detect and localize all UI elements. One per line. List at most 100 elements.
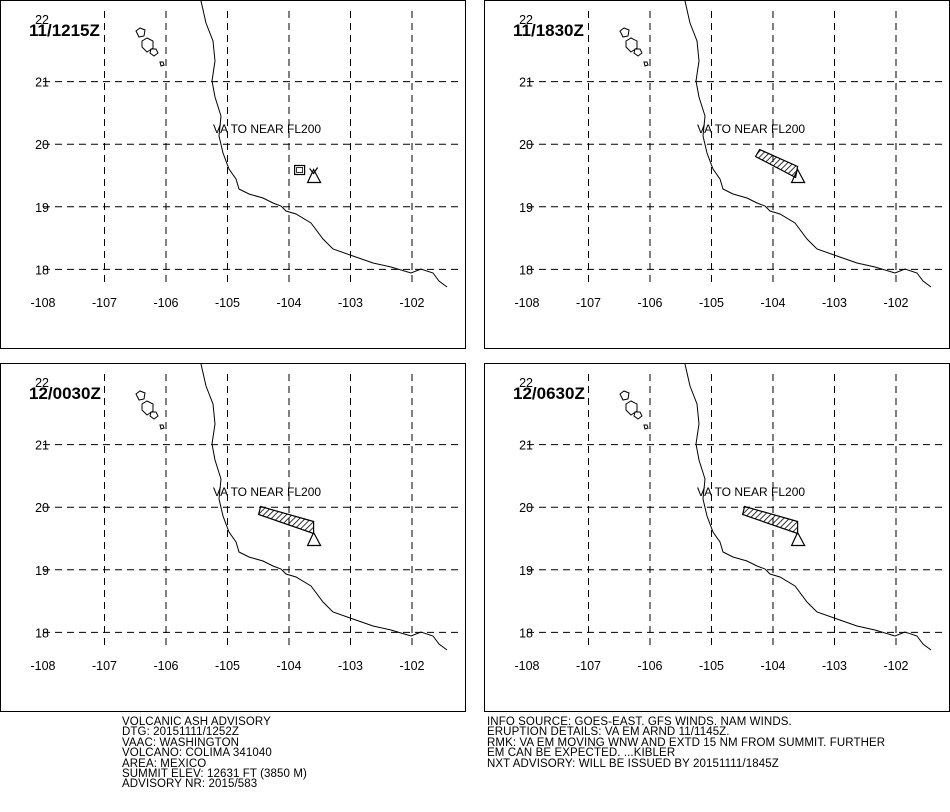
- island-outline: [619, 27, 630, 38]
- island-outline: [135, 27, 146, 38]
- lat-tick-label: 22: [35, 13, 49, 27]
- advisory-left: VOLCANIC ASH ADVISORY DTG: 20151111/1252…: [122, 716, 307, 791]
- map-svg-4: -108 -107 -106 -105 -104 -103 -102 22 21 20 19 18 1…: [513, 364, 945, 673]
- lon-tick-label: -102: [883, 659, 908, 673]
- lat-tick-label: 21: [35, 76, 49, 90]
- island-outline: [619, 390, 630, 401]
- volcano-symbol: [306, 168, 322, 184]
- ash-label: VA TO NEAR FL200: [697, 122, 805, 136]
- lon-tick-label: -108: [30, 659, 55, 673]
- lon-tick-label: -107: [576, 296, 601, 310]
- ash-box-inner: [296, 167, 304, 173]
- advisory-line: ERUPTION DETAILS: VA EM ARND 11/1145Z.: [487, 726, 730, 739]
- lon-tick-label: -104: [276, 296, 301, 310]
- panel-time: 12/0030Z: [29, 384, 101, 403]
- map-panel-1: -108 -107 -106 -105 -104 -103 -102 22 21 20 19 18 1…: [0, 0, 466, 349]
- lat-tick-label: 21: [35, 439, 49, 453]
- lon-tick-label: -106: [153, 296, 178, 310]
- panel-time: 11/1830Z: [513, 21, 584, 40]
- lat-tick-label: 22: [35, 376, 49, 390]
- island-outline: [625, 400, 638, 416]
- lon-tick-label: -106: [637, 659, 662, 673]
- lat-tick-label: 19: [519, 201, 533, 215]
- lat-tick-label: 20: [519, 501, 533, 515]
- lon-tick-label: -108: [514, 296, 539, 310]
- advisory-line: ADVISORY NR: 2015/583: [122, 778, 258, 791]
- lon-tick-label: -108: [30, 296, 55, 310]
- lon-tick-label: -104: [760, 296, 785, 310]
- ash-cloud: [741, 505, 806, 547]
- lat-tick-label: 22: [519, 13, 533, 27]
- lon-tick-label: -102: [883, 296, 908, 310]
- lon-tick-label: -102: [399, 659, 424, 673]
- coastline-path: [200, 1, 448, 288]
- lat-tick-label: 18: [519, 263, 533, 277]
- island-outline: [149, 48, 159, 57]
- lon-tick-label: -107: [92, 659, 117, 673]
- advisory-line: EM CAN BE EXPECTED. ...KIBLER: [487, 747, 676, 760]
- advisory-line: VOLCANIC ASH ADVISORY: [122, 716, 271, 728]
- ash-polygon: [257, 505, 315, 535]
- island-outline: [643, 61, 649, 67]
- lat-tick-label: 18: [519, 626, 533, 640]
- island-outline: [141, 37, 154, 53]
- ash-cloud: [754, 148, 806, 184]
- panel-time: 12/0630Z: [513, 384, 585, 403]
- lon-tick-label: -103: [822, 659, 847, 673]
- lat-tick-label: 19: [519, 564, 533, 578]
- lon-tick-label: -108: [514, 659, 539, 673]
- lon-tick-label: -107: [92, 296, 117, 310]
- lon-tick-label: -102: [399, 296, 424, 310]
- lon-tick-label: -104: [276, 659, 301, 673]
- grid-lines: [43, 11, 461, 287]
- coastline: [619, 364, 932, 651]
- advisory-line: DTG: 20151111/1252Z: [122, 726, 239, 739]
- coastline-path: [684, 1, 932, 288]
- island-outline: [135, 390, 146, 401]
- tick-labels: -108 -107 -106 -105 -104 -103 -102 22 21 20 19 18: [514, 376, 908, 673]
- island-outline: [643, 424, 649, 430]
- panel-time: 11/1215Z: [29, 21, 100, 40]
- lon-tick-label: -106: [153, 659, 178, 673]
- volcano-symbol: [790, 531, 806, 547]
- lon-tick-label: -103: [822, 296, 847, 310]
- island-outline: [141, 400, 154, 416]
- lon-tick-label: -105: [215, 296, 240, 310]
- ash-cloud: [294, 164, 322, 184]
- map-svg-1: -108 -107 -106 -105 -104 -103 -102 22 21 20 19 18 1…: [29, 1, 461, 310]
- volcano-symbol: [306, 531, 322, 547]
- island-outline: [149, 411, 159, 420]
- coastline: [135, 1, 448, 288]
- ash-polygon: [741, 505, 799, 535]
- lat-tick-label: 19: [35, 564, 49, 578]
- grid-lines: [527, 11, 945, 287]
- advisory-line: SUMMIT ELEV: 12631 FT (3850 M): [122, 767, 307, 780]
- map-svg-3: -108 -107 -106 -105 -104 -103 -102 22 21 20 19 18 1…: [29, 364, 461, 673]
- lat-tick-label: 18: [35, 263, 49, 277]
- island-outline: [159, 61, 165, 67]
- lon-tick-label: -105: [215, 659, 240, 673]
- grid-lines: [43, 374, 461, 650]
- lon-tick-label: -103: [338, 659, 363, 673]
- advisory-line: INFO SOURCE: GOES-EAST. GFS WINDS. NAM W…: [487, 716, 792, 728]
- island-outline: [633, 48, 643, 57]
- tick-labels: -108 -107 -106 -105 -104 -103 -102 22 21 20 19 18: [514, 13, 908, 310]
- ash-label: VA TO NEAR FL200: [213, 485, 321, 499]
- lat-tick-label: 22: [519, 376, 533, 390]
- lat-tick-label: 19: [35, 201, 49, 215]
- ash-cloud: [257, 505, 322, 547]
- lon-tick-label: -106: [637, 296, 662, 310]
- advisory-line: RMK: VA EM MOVING WNW AND EXTD 15 NM FRO…: [487, 736, 886, 749]
- island-outline: [625, 37, 638, 53]
- lon-tick-label: -105: [699, 659, 724, 673]
- coastline-path: [684, 364, 932, 651]
- lon-tick-label: -104: [760, 659, 785, 673]
- lon-tick-label: -105: [699, 296, 724, 310]
- tick-labels: -108 -107 -106 -105 -104 -103 -102 22 21 20 19 18: [30, 376, 424, 673]
- map-panel-3: -108 -107 -106 -105 -104 -103 -102 22 21 20 19 18 1…: [0, 363, 466, 712]
- advisory-line: NXT ADVISORY: WILL BE ISSUED BY 20151111…: [487, 757, 779, 770]
- lat-tick-label: 21: [519, 439, 533, 453]
- lat-tick-label: 20: [519, 138, 533, 152]
- ash-label: VA TO NEAR FL200: [213, 122, 321, 136]
- map-svg-2: -108 -107 -106 -105 -104 -103 -102 22 21 20 19 18 1…: [513, 1, 945, 310]
